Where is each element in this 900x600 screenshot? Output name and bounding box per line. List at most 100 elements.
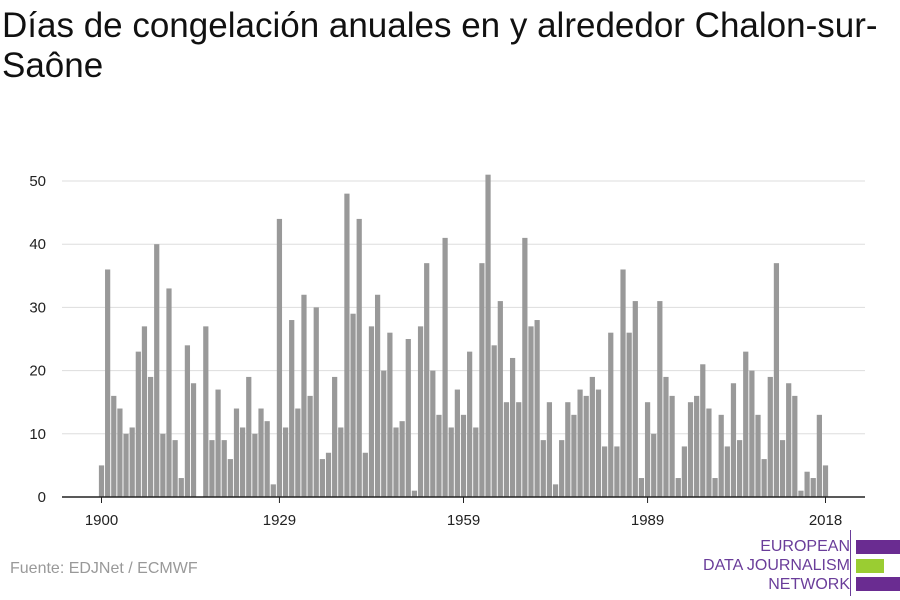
source-note: Fuente: EDJNet / ECMWF	[10, 560, 198, 577]
bar-1903	[117, 408, 123, 497]
bar-2000	[712, 478, 718, 497]
bar-1938	[332, 376, 338, 497]
bar-1999	[706, 408, 712, 497]
bar-1958	[454, 389, 460, 497]
bar-2014	[798, 490, 804, 497]
edjnet-logo: EUROPEAN DATA JOURNALISM NETWORK	[700, 530, 900, 596]
bar-1973	[546, 402, 553, 497]
x-tick-label: 1900	[85, 512, 118, 529]
bar-1967	[509, 357, 516, 497]
bar-2009	[767, 376, 773, 497]
bar-1944	[368, 326, 375, 497]
bar-1996	[687, 402, 694, 497]
y-tick-labels: 0 10 20 30 40 50	[29, 173, 46, 506]
bar-1930	[282, 427, 289, 497]
bar-2013	[792, 395, 798, 497]
bar-2018	[822, 465, 829, 497]
bar-1971	[534, 320, 540, 497]
bar-1969	[522, 237, 528, 497]
logo-line-3: NETWORK	[768, 576, 850, 593]
x-tick-label: 1929	[263, 512, 296, 529]
bar-1946	[381, 370, 387, 497]
x-tick-label: 1959	[447, 512, 480, 529]
bar-1936	[319, 459, 325, 497]
bar-1934	[307, 395, 313, 497]
bar-1948	[393, 427, 399, 497]
bar-1962	[479, 263, 485, 497]
y-tick-label: 0	[38, 489, 46, 506]
bar-1933	[301, 294, 307, 497]
bar-1928	[270, 484, 276, 497]
bar-1921	[227, 459, 233, 497]
y-tick-label: 30	[29, 299, 46, 316]
bar-1994	[675, 478, 681, 497]
bar-1923	[240, 427, 246, 497]
bar-1927	[264, 421, 270, 497]
bar-1937	[325, 452, 332, 497]
bar-1904	[123, 433, 129, 497]
y-tick-label: 20	[29, 363, 46, 380]
bar-1950	[405, 339, 411, 497]
bar-1917	[203, 326, 209, 497]
bar-1955	[436, 414, 442, 497]
bar-1984	[614, 446, 620, 497]
bar-1931	[289, 320, 295, 497]
bar-1900	[98, 465, 105, 497]
bar-1901	[105, 269, 111, 497]
bar-1954	[430, 370, 436, 497]
bar-1960	[467, 351, 473, 497]
bar-1911	[166, 288, 172, 497]
bar-1951	[411, 490, 418, 497]
bar-1914	[184, 345, 191, 497]
logo-bar-1	[856, 540, 900, 554]
bar-1949	[399, 421, 405, 497]
bar-1924	[246, 376, 252, 497]
bar-2016	[810, 478, 816, 497]
bar-2005	[743, 351, 749, 497]
bar-1998	[700, 364, 706, 497]
x-tick-label: 2018	[809, 512, 842, 529]
chart-title: Días de congelación anuales en y alreded…	[2, 6, 878, 85]
bar-1989	[644, 402, 651, 497]
bar-2011	[779, 440, 786, 497]
bar-1907	[141, 326, 148, 497]
bar-1943	[362, 452, 368, 497]
bar-1978	[577, 389, 583, 497]
bar-2007	[755, 414, 761, 497]
bar-1993	[669, 395, 675, 497]
bar-1956	[442, 237, 448, 497]
bar-1974	[552, 484, 559, 497]
bar-1910	[160, 433, 166, 497]
bar-1929	[276, 218, 283, 498]
bar-1932	[295, 408, 301, 497]
logo-rule	[850, 530, 851, 596]
bar-1935	[313, 307, 319, 497]
bar-2017	[816, 414, 822, 497]
bar-1972	[540, 440, 546, 497]
bar-1990	[651, 433, 657, 497]
y-tick-label: 10	[29, 426, 46, 443]
bar-2002	[724, 446, 730, 497]
bar-1908	[147, 376, 154, 497]
bar-1915	[190, 383, 197, 497]
bar-1905	[129, 427, 135, 497]
bar-1918	[209, 440, 215, 497]
bar-1913	[178, 478, 184, 497]
bar-1912	[172, 440, 178, 497]
bar-1980	[589, 376, 595, 497]
bar-1947	[387, 332, 393, 497]
bar-1997	[694, 395, 700, 497]
bar-1992	[663, 376, 669, 497]
bar-2003	[730, 383, 737, 497]
bar-1986	[626, 332, 632, 497]
bar-1919	[215, 389, 221, 497]
bar-1982	[602, 446, 608, 497]
logo-line-1: EUROPEAN	[760, 538, 850, 555]
logo-bar-2	[856, 559, 884, 573]
bar-1926	[258, 408, 264, 497]
bar-1961	[473, 427, 479, 497]
bar-1987	[632, 301, 638, 497]
x-tick-label: 1989	[631, 512, 664, 529]
bar-1981	[595, 389, 602, 497]
bar-1965	[497, 301, 503, 497]
